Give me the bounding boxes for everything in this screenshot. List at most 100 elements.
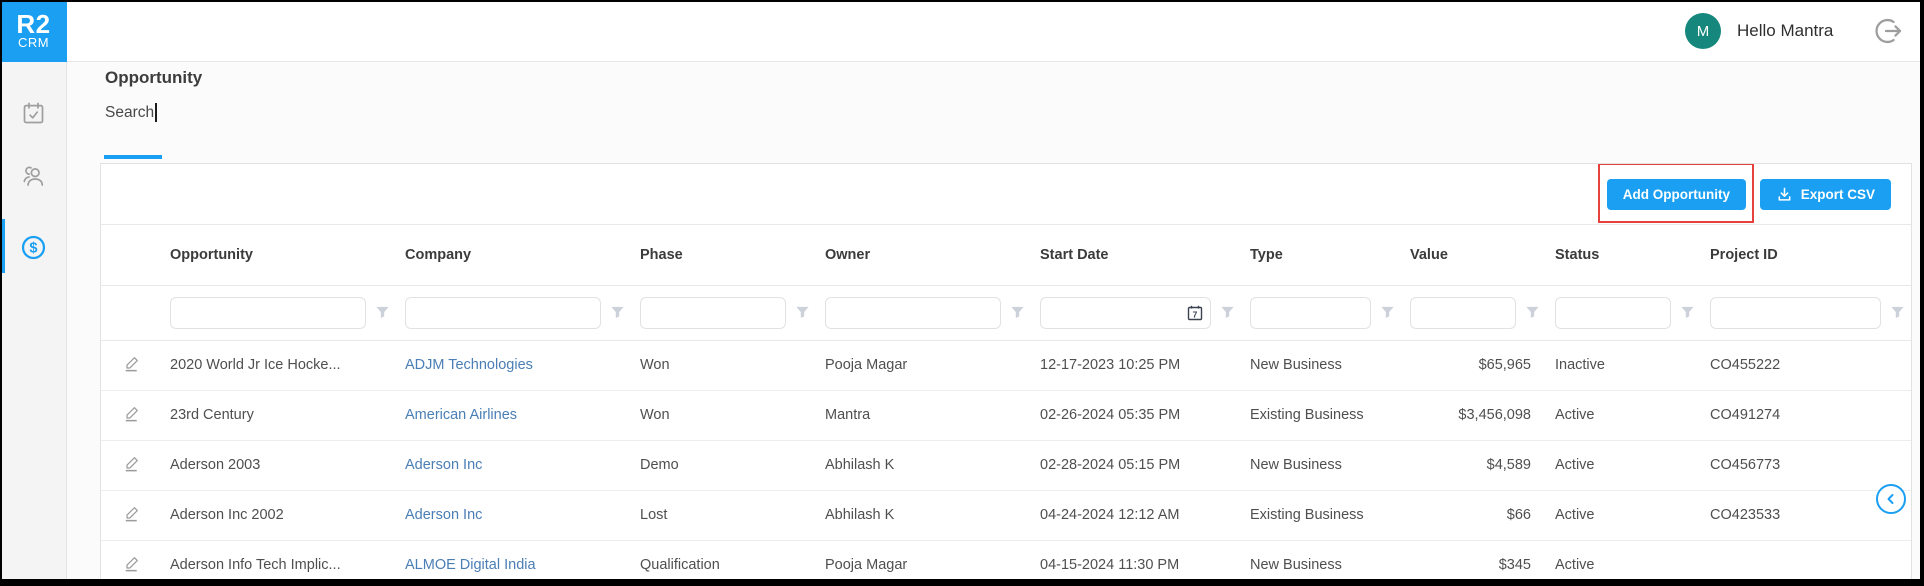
svg-text:$: $	[29, 241, 37, 257]
company-link[interactable]: Aderson Inc	[405, 507, 483, 523]
logo-text-primary: R2	[16, 9, 51, 39]
grid-toolbar: Add Opportunity Export CSV	[101, 164, 1911, 225]
add-opportunity-button[interactable]: Add Opportunity	[1606, 179, 1746, 210]
column-header-opportunity[interactable]: Opportunity	[161, 225, 396, 286]
cell-start-date: 04-15-2024 11:30 PM	[1031, 540, 1241, 586]
filter-company-input[interactable]	[405, 296, 601, 329]
avatar[interactable]: M	[1685, 13, 1721, 49]
column-header-phase[interactable]: Phase	[631, 225, 816, 286]
filter-funnel-icon[interactable]	[1525, 305, 1540, 320]
filter-project-id-input[interactable]	[1710, 296, 1881, 329]
cell-value: $4,589	[1401, 440, 1546, 491]
cell-owner: Abhilash K	[816, 440, 1031, 491]
filter-start-date-input[interactable]	[1040, 296, 1211, 329]
cell-type: New Business	[1241, 440, 1401, 491]
dollar-icon: $	[21, 235, 46, 260]
cell-start-date: 04-24-2024 12:12 AM	[1031, 490, 1241, 541]
filter-funnel-icon[interactable]	[375, 305, 390, 320]
cell-owner: Pooja Magar	[816, 340, 1031, 391]
cell-status: Active	[1546, 490, 1701, 541]
company-link[interactable]: ALMOE Digital India	[405, 557, 536, 573]
cell-opportunity: 2020 World Jr Ice Hocke...	[161, 340, 396, 391]
column-header-status[interactable]: Status	[1546, 225, 1701, 286]
column-header-start-date[interactable]: Start Date	[1031, 225, 1241, 286]
cell-phase: Won	[631, 390, 816, 441]
user-greeting: Hello Mantra	[1737, 21, 1834, 40]
cell-opportunity: Aderson Inc 2002	[161, 490, 396, 541]
company-link[interactable]: ADJM Technologies	[405, 357, 533, 373]
edit-row-icon[interactable]	[122, 404, 141, 427]
cell-phase: Demo	[631, 440, 816, 491]
cell-value: $3,456,098	[1401, 390, 1546, 441]
cell-type: New Business	[1241, 540, 1401, 586]
calendar-icon[interactable]: 7	[1186, 304, 1204, 322]
cell-phase: Lost	[631, 490, 816, 541]
filter-opportunity-input[interactable]	[170, 296, 366, 329]
column-header-type[interactable]: Type	[1241, 225, 1401, 286]
svg-text:7: 7	[1193, 309, 1198, 319]
filter-status-input[interactable]	[1555, 296, 1671, 329]
download-icon	[1778, 187, 1791, 201]
cell-opportunity: Aderson Info Tech Implic...	[161, 540, 396, 586]
logout-icon[interactable]	[1872, 15, 1904, 47]
filter-funnel-icon[interactable]	[1680, 305, 1695, 320]
filter-cell-edit	[101, 285, 161, 341]
filter-value-input[interactable]	[1410, 296, 1516, 329]
table-row: Aderson 2003 Aderson Inc Demo Abhilash K…	[101, 440, 1911, 491]
logo-text-secondary: CRM	[17, 35, 50, 50]
filter-funnel-icon[interactable]	[1220, 305, 1235, 320]
cell-start-date: 02-26-2024 05:35 PM	[1031, 390, 1241, 441]
text-cursor	[155, 103, 158, 122]
add-opportunity-label: Add Opportunity	[1622, 187, 1730, 202]
export-csv-label: Export CSV	[1800, 187, 1875, 202]
company-link[interactable]: American Airlines	[405, 407, 518, 423]
filter-owner-input[interactable]	[825, 296, 1001, 329]
cell-project-id: CO491274	[1701, 390, 1911, 441]
edit-row-icon[interactable]	[122, 554, 141, 577]
edit-row-icon[interactable]	[122, 354, 141, 377]
app-logo[interactable]: R2 CRM	[0, 0, 67, 62]
company-link[interactable]: Aderson Inc	[405, 457, 483, 473]
filter-funnel-icon[interactable]	[1890, 305, 1905, 320]
sidebar-item-contacts[interactable]	[20, 162, 47, 189]
cell-opportunity: Aderson 2003	[161, 440, 396, 491]
active-tab-underline	[104, 155, 162, 159]
column-header-company[interactable]: Company	[396, 225, 631, 286]
main-content: Opportunity Search Add Opportunity Expor…	[67, 62, 1924, 586]
active-nav-indicator	[0, 219, 5, 273]
filter-funnel-icon[interactable]	[1380, 305, 1395, 320]
avatar-initial: M	[1696, 22, 1710, 40]
edit-row-icon[interactable]	[122, 504, 141, 527]
cell-status: Active	[1546, 440, 1701, 491]
cell-type: New Business	[1241, 340, 1401, 391]
cell-owner: Abhilash K	[816, 490, 1031, 541]
filter-type-input[interactable]	[1250, 296, 1371, 329]
sidebar-item-tasks[interactable]	[20, 100, 47, 127]
filter-funnel-icon[interactable]	[795, 305, 810, 320]
column-header-value[interactable]: Value	[1401, 225, 1546, 286]
cell-owner: Mantra	[816, 390, 1031, 441]
sidebar-item-opportunities[interactable]: $	[20, 234, 47, 261]
tab-search[interactable]: Search	[105, 103, 158, 122]
filter-funnel-icon[interactable]	[1010, 305, 1025, 320]
cell-start-date: 12-17-2023 10:25 PM	[1031, 340, 1241, 391]
table-header-row: Opportunity Company Phase Owner Start Da…	[101, 225, 1911, 286]
collapse-panel-button[interactable]	[1876, 484, 1906, 514]
cell-phase: Qualification	[631, 540, 816, 586]
table-row: 23rd Century American Airlines Won Mantr…	[101, 390, 1911, 441]
cell-value: $65,965	[1401, 340, 1546, 391]
column-header-project-id[interactable]: Project ID	[1701, 225, 1911, 286]
column-header-owner[interactable]: Owner	[816, 225, 1031, 286]
cell-opportunity: 23rd Century	[161, 390, 396, 441]
edit-row-icon[interactable]	[122, 454, 141, 477]
cell-type: Existing Business	[1241, 490, 1401, 541]
table-row: Aderson Inc 2002 Aderson Inc Lost Abhila…	[101, 490, 1911, 541]
people-icon	[23, 166, 44, 186]
cell-owner: Pooja Magar	[816, 540, 1031, 586]
filter-funnel-icon[interactable]	[610, 305, 625, 320]
export-csv-button[interactable]: Export CSV	[1759, 179, 1891, 210]
calendar-check-icon	[23, 102, 44, 124]
filter-phase-input[interactable]	[640, 296, 786, 329]
table-row: Aderson Info Tech Implic... ALMOE Digita…	[101, 540, 1911, 586]
